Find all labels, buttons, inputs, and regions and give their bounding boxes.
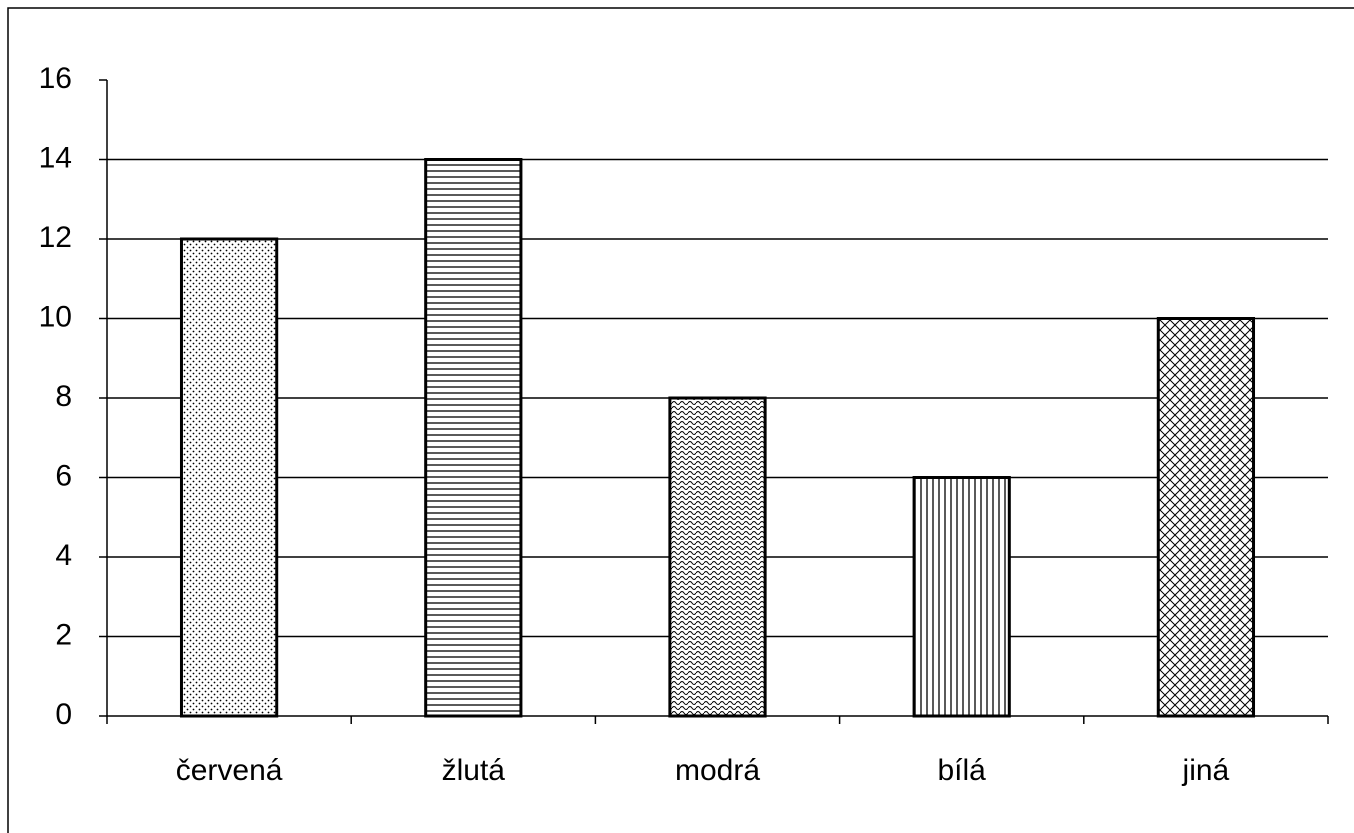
bar — [912, 476, 1011, 718]
x-tick-label: žlutá — [442, 754, 506, 787]
x-tick-label: bílá — [938, 754, 987, 787]
y-tick-label: 10 — [39, 300, 72, 333]
y-tick-label: 4 — [55, 539, 72, 572]
y-tick-label: 2 — [55, 618, 72, 651]
x-tick-label: červená — [176, 754, 283, 787]
bar — [1156, 317, 1256, 718]
y-tick-label: 16 — [39, 62, 72, 95]
y-tick-label: 8 — [55, 380, 72, 413]
bar — [668, 396, 767, 718]
x-tick-label: modrá — [675, 754, 760, 787]
y-tick-label: 14 — [39, 141, 72, 174]
y-tick-label: 0 — [55, 698, 72, 731]
x-tick-label: jiná — [1182, 754, 1230, 787]
bar — [424, 158, 523, 718]
y-tick-label: 6 — [55, 459, 72, 492]
y-tick-label: 12 — [39, 221, 72, 254]
bar — [179, 237, 279, 718]
chart-frame — [7, 7, 1354, 833]
